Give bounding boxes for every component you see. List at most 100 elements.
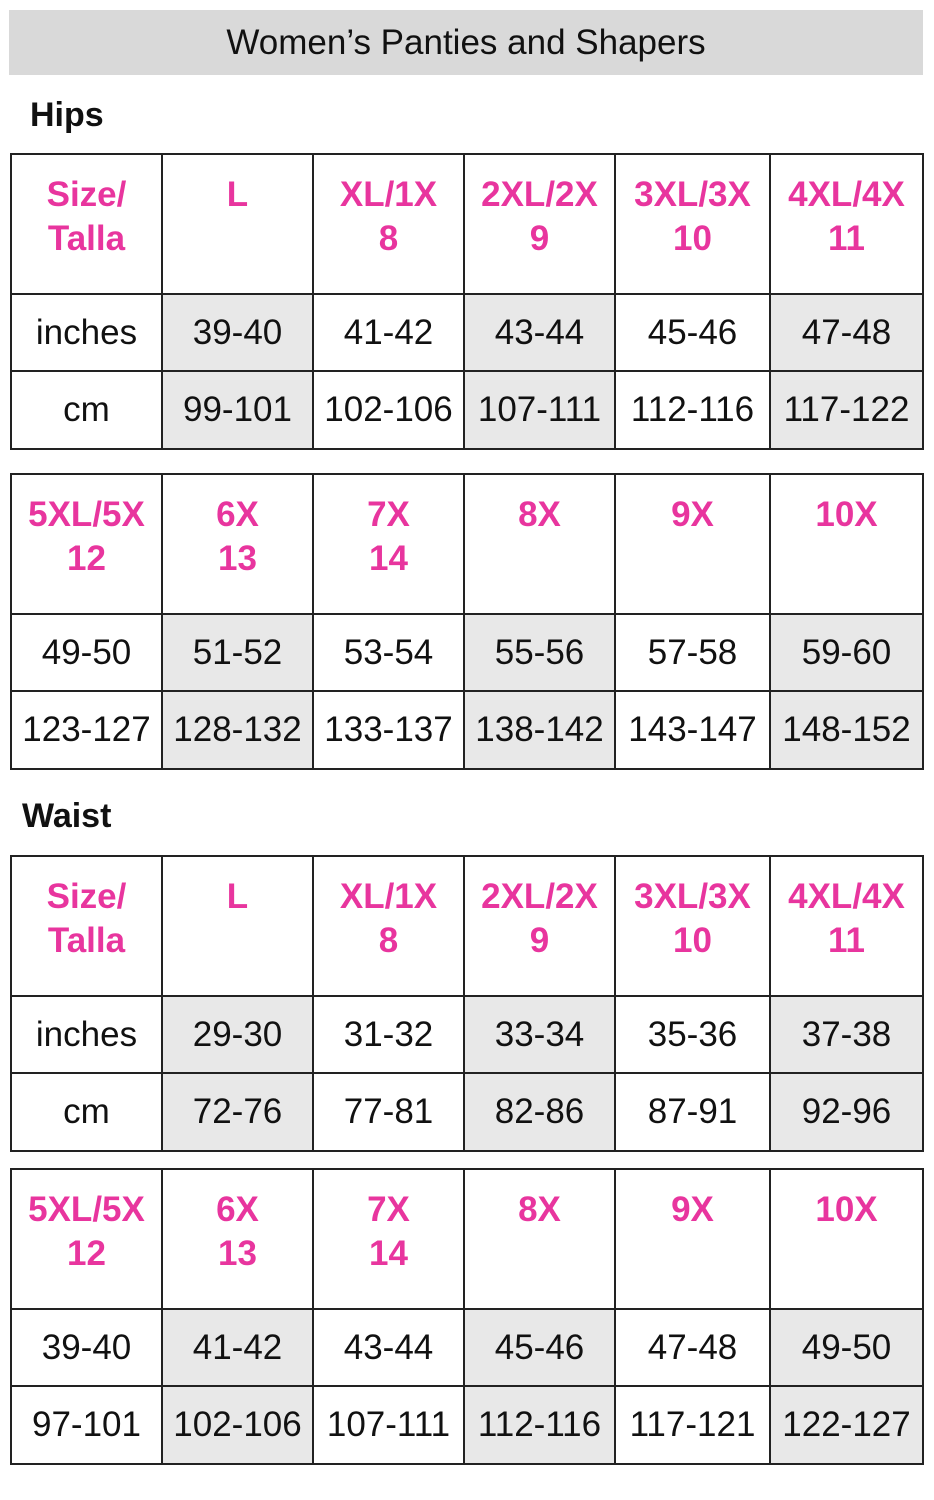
size-header-cell: L — [161, 153, 314, 295]
measurement-cell: 72-76 — [161, 1072, 314, 1152]
measurement-cell: 112-116 — [614, 370, 771, 450]
measurement-cell: 43-44 — [312, 1308, 465, 1387]
size-label: L — [226, 175, 249, 214]
size-number: 13 — [218, 539, 257, 578]
size-header-cell: 10X — [769, 473, 924, 615]
size-header-cell: 6X 13 — [161, 1168, 314, 1310]
measurement-cell: 133-137 — [312, 690, 465, 770]
size-number: 14 — [369, 1234, 408, 1273]
size-header-cell: 7X 14 — [312, 1168, 465, 1310]
size-header-cell: Size/Talla — [10, 153, 163, 295]
measurement-row: 49-50 51-52 53-54 55-56 57-58 59-60 — [10, 613, 924, 692]
size-header-cell: 4XL/4X 11 — [769, 153, 924, 295]
measurement-cell: 117-121 — [614, 1385, 771, 1465]
size-label: 4XL/4X — [788, 877, 905, 916]
measurement-row: 123-127 128-132 133-137 138-142 143-147 148-1… — [10, 690, 924, 770]
measurement-cell: 128-132 — [161, 690, 314, 770]
measurement-cell: 37-38 — [769, 995, 924, 1074]
measurement-cell: 29-30 — [161, 995, 314, 1074]
size-label: 9X — [671, 495, 714, 534]
size-label: XL/1X — [339, 175, 438, 214]
measurement-cell: 49-50 — [769, 1308, 924, 1387]
section-label-waist: Waist — [22, 797, 112, 835]
size-number: 8 — [378, 219, 399, 258]
measurement-cell: 35-36 — [614, 995, 771, 1074]
hips-size-table-2: 5XL/5X 12 6X 13 7X 14 8X 9X 10X 49-50 51-52 53-54 55… — [10, 473, 924, 770]
measurement-cell: 47-48 — [614, 1308, 771, 1387]
measurement-cell: inches — [10, 293, 163, 372]
measurement-row: 39-40 41-42 43-44 45-46 47-48 49-50 — [10, 1308, 924, 1387]
measurement-cell: 57-58 — [614, 613, 771, 692]
measurement-cell: 33-34 — [463, 995, 616, 1074]
size-header-cell: 5XL/5X 12 — [10, 1168, 163, 1310]
chart-title: Women’s Panties and Shapers — [9, 10, 923, 75]
measurement-cell: 53-54 — [312, 613, 465, 692]
size-label: 9X — [671, 1190, 714, 1229]
size-header-cell: XL/1X 8 — [312, 855, 465, 997]
measurement-cell: 43-44 — [463, 293, 616, 372]
size-label: 6X — [216, 1190, 259, 1229]
measurement-cell: cm — [10, 370, 163, 450]
measurement-row: cm 99-101 102-106 107-111 112-116 117-122 — [10, 370, 924, 450]
measurement-cell: 39-40 — [10, 1308, 163, 1387]
measurement-cell: 45-46 — [463, 1308, 616, 1387]
measurement-row: 97-101 102-106 107-111 112-116 117-121 122-12… — [10, 1385, 924, 1465]
size-label: Size/ — [46, 877, 127, 916]
size-label: 5XL/5X — [28, 495, 145, 534]
measurement-cell: 122-127 — [769, 1385, 924, 1465]
size-header-row: Size/Talla L XL/1X 8 2XL/2X 9 3XL/3X 10 4XL/4X 11 — [10, 153, 924, 295]
measurement-cell: 45-46 — [614, 293, 771, 372]
size-number: Talla — [47, 921, 126, 960]
size-number: 12 — [67, 539, 106, 578]
measurement-cell: 92-96 — [769, 1072, 924, 1152]
measurement-cell: 148-152 — [769, 690, 924, 770]
measurement-cell: 87-91 — [614, 1072, 771, 1152]
size-label: 6X — [216, 495, 259, 534]
measurement-cell: 59-60 — [769, 613, 924, 692]
size-label: Size/ — [46, 175, 127, 214]
size-header-cell: 3XL/3X 10 — [614, 153, 771, 295]
waist-size-table-1: Size/Talla L XL/1X 8 2XL/2X 9 3XL/3X 10 4XL/4X 11… — [10, 855, 924, 1152]
size-label: 2XL/2X — [481, 175, 598, 214]
measurement-cell: 102-106 — [312, 370, 465, 450]
size-header-cell: L — [161, 855, 314, 997]
size-number: 10 — [673, 921, 712, 960]
measurement-cell: 107-111 — [463, 370, 616, 450]
size-header-cell: Size/Talla — [10, 855, 163, 997]
measurement-cell: 47-48 — [769, 293, 924, 372]
hips-size-table-1: Size/Talla L XL/1X 8 2XL/2X 9 3XL/3X 10 4XL/4X 11… — [10, 153, 924, 450]
size-number: 9 — [529, 219, 550, 258]
measurement-cell: 55-56 — [463, 613, 616, 692]
size-header-cell: 7X 14 — [312, 473, 465, 615]
size-label: 8X — [518, 1190, 561, 1229]
measurement-cell: 99-101 — [161, 370, 314, 450]
size-number: 10 — [673, 219, 712, 258]
measurement-cell: 41-42 — [161, 1308, 314, 1387]
measurement-cell: inches — [10, 995, 163, 1074]
size-header-cell: 3XL/3X 10 — [614, 855, 771, 997]
size-header-cell: 6X 13 — [161, 473, 314, 615]
size-number: 11 — [828, 219, 865, 258]
size-label: 4XL/4X — [788, 175, 905, 214]
size-number: 12 — [67, 1234, 106, 1273]
measurement-cell: 82-86 — [463, 1072, 616, 1152]
size-header-row: 5XL/5X 12 6X 13 7X 14 8X 9X 10X — [10, 1168, 924, 1310]
size-header-cell: 8X — [463, 1168, 616, 1310]
measurement-cell: cm — [10, 1072, 163, 1152]
size-label: 8X — [518, 495, 561, 534]
measurement-cell: 39-40 — [161, 293, 314, 372]
size-label: 10X — [815, 495, 878, 534]
measurement-cell: 138-142 — [463, 690, 616, 770]
size-number: 8 — [378, 921, 399, 960]
section-label-hips: Hips — [30, 96, 104, 134]
size-label: 10X — [815, 1190, 878, 1229]
size-header-cell: 2XL/2X 9 — [463, 855, 616, 997]
measurement-cell: 97-101 — [10, 1385, 163, 1465]
size-label: 7X — [367, 1190, 410, 1229]
size-label: L — [226, 877, 249, 916]
waist-size-table-2: 5XL/5X 12 6X 13 7X 14 8X 9X 10X 39-40 41-42 43-44 45… — [10, 1168, 924, 1465]
size-header-cell: 9X — [614, 1168, 771, 1310]
measurement-cell: 107-111 — [312, 1385, 465, 1465]
size-header-cell: 4XL/4X 11 — [769, 855, 924, 997]
measurement-cell: 31-32 — [312, 995, 465, 1074]
